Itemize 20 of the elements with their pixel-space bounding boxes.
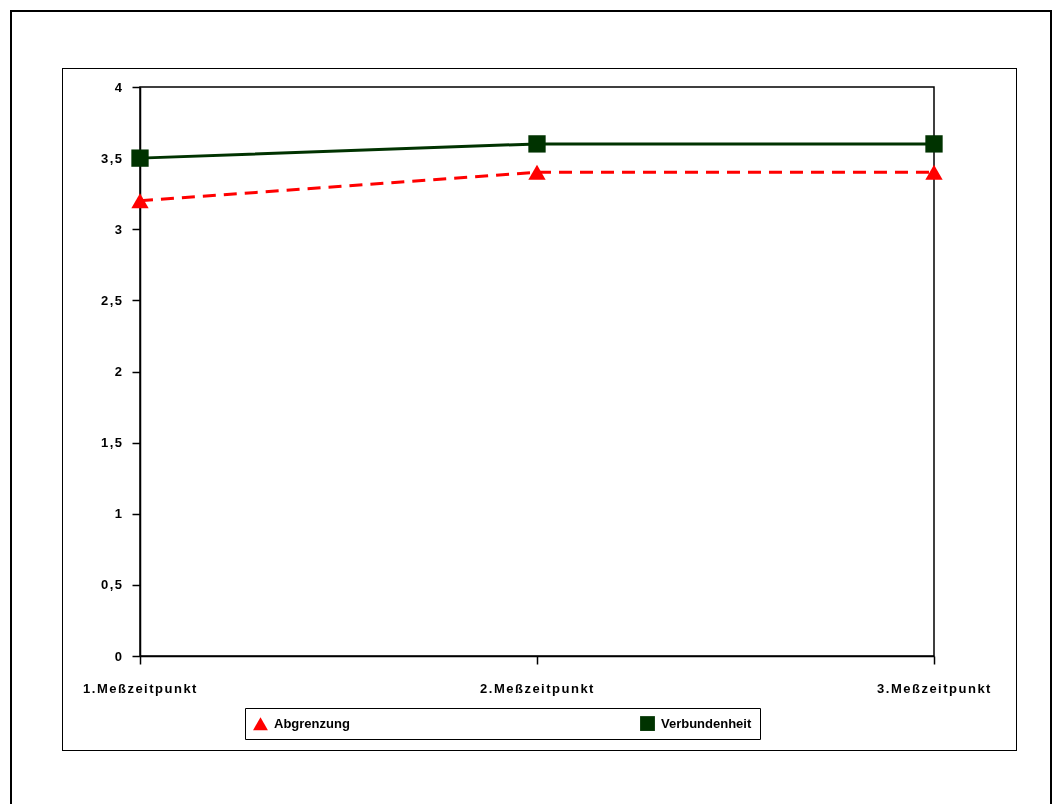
y-tick-label: 3,5 xyxy=(100,150,124,166)
y-tick-label: 0 xyxy=(114,648,124,664)
legend-label: Abgrenzung xyxy=(274,715,350,731)
point xyxy=(528,135,546,153)
y-tick-label: 4 xyxy=(114,79,124,95)
y-tick-label: 0,5 xyxy=(100,577,124,593)
y-tick-label: 1 xyxy=(114,506,124,522)
y-tick-label: 2,5 xyxy=(100,292,124,308)
point xyxy=(925,164,943,180)
y-tick-label: 1,5 xyxy=(100,435,124,451)
x-tick-label: 3.Meßzeitpunkt xyxy=(877,680,992,696)
y-tick-label: 3 xyxy=(114,221,124,237)
point xyxy=(131,149,149,167)
y-tick-label: 2 xyxy=(114,364,124,379)
x-tick-label: 1.Meßzeitpunkt xyxy=(83,680,198,696)
point xyxy=(925,135,943,153)
x-tick-label: 2.Meßzeitpunkt xyxy=(480,680,595,696)
point xyxy=(528,164,546,180)
point xyxy=(131,193,149,209)
legend-label: Verbundenheit xyxy=(661,715,752,731)
